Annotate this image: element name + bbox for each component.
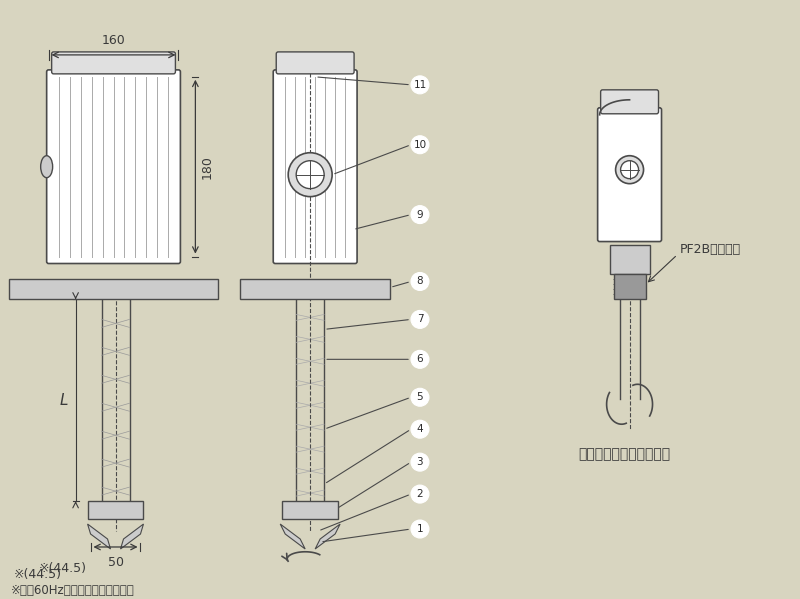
Text: 180: 180 — [200, 155, 214, 179]
Circle shape — [411, 273, 429, 291]
Bar — [9, 280, 218, 300]
Circle shape — [411, 76, 429, 94]
Circle shape — [615, 156, 643, 184]
Circle shape — [411, 310, 429, 328]
Polygon shape — [280, 524, 305, 549]
Text: 取付フランジを外した図: 取付フランジを外した図 — [578, 447, 670, 461]
Circle shape — [296, 161, 324, 189]
Ellipse shape — [41, 156, 53, 178]
Text: 10: 10 — [414, 140, 426, 150]
Text: 3: 3 — [417, 457, 423, 467]
Bar — [240, 280, 390, 300]
Text: 5: 5 — [417, 392, 423, 403]
Text: 7: 7 — [417, 314, 423, 325]
Bar — [610, 244, 650, 274]
Text: 1: 1 — [417, 524, 423, 534]
Circle shape — [411, 485, 429, 503]
Text: 50: 50 — [107, 556, 123, 569]
FancyBboxPatch shape — [598, 108, 662, 241]
Circle shape — [621, 161, 638, 179]
Text: 11: 11 — [414, 80, 426, 90]
Circle shape — [411, 205, 429, 223]
Text: ※(44.5): ※(44.5) — [14, 568, 62, 582]
Text: 6: 6 — [417, 355, 423, 364]
FancyBboxPatch shape — [276, 52, 354, 74]
Text: 8: 8 — [417, 277, 423, 286]
Circle shape — [411, 136, 429, 154]
Text: 160: 160 — [102, 34, 126, 47]
Bar — [614, 274, 646, 300]
Circle shape — [411, 453, 429, 471]
Polygon shape — [121, 524, 143, 549]
Text: L: L — [59, 393, 68, 408]
Text: PF2Bネジ込み: PF2Bネジ込み — [679, 243, 741, 256]
FancyBboxPatch shape — [52, 52, 175, 74]
Bar — [87, 501, 143, 519]
Circle shape — [411, 520, 429, 538]
Text: ※(44.5): ※(44.5) — [38, 562, 86, 576]
Text: ※内は60Hzの場合のサイズです。: ※内は60Hzの場合のサイズです。 — [10, 585, 134, 597]
Text: 9: 9 — [417, 210, 423, 220]
Polygon shape — [87, 524, 110, 549]
Text: 2: 2 — [417, 489, 423, 499]
Bar — [282, 501, 338, 519]
Text: 4: 4 — [417, 424, 423, 434]
Circle shape — [411, 350, 429, 368]
FancyBboxPatch shape — [274, 70, 357, 264]
FancyBboxPatch shape — [46, 70, 181, 264]
Circle shape — [411, 420, 429, 438]
FancyBboxPatch shape — [601, 90, 658, 114]
Circle shape — [411, 388, 429, 406]
Circle shape — [288, 153, 332, 196]
Polygon shape — [315, 524, 340, 549]
